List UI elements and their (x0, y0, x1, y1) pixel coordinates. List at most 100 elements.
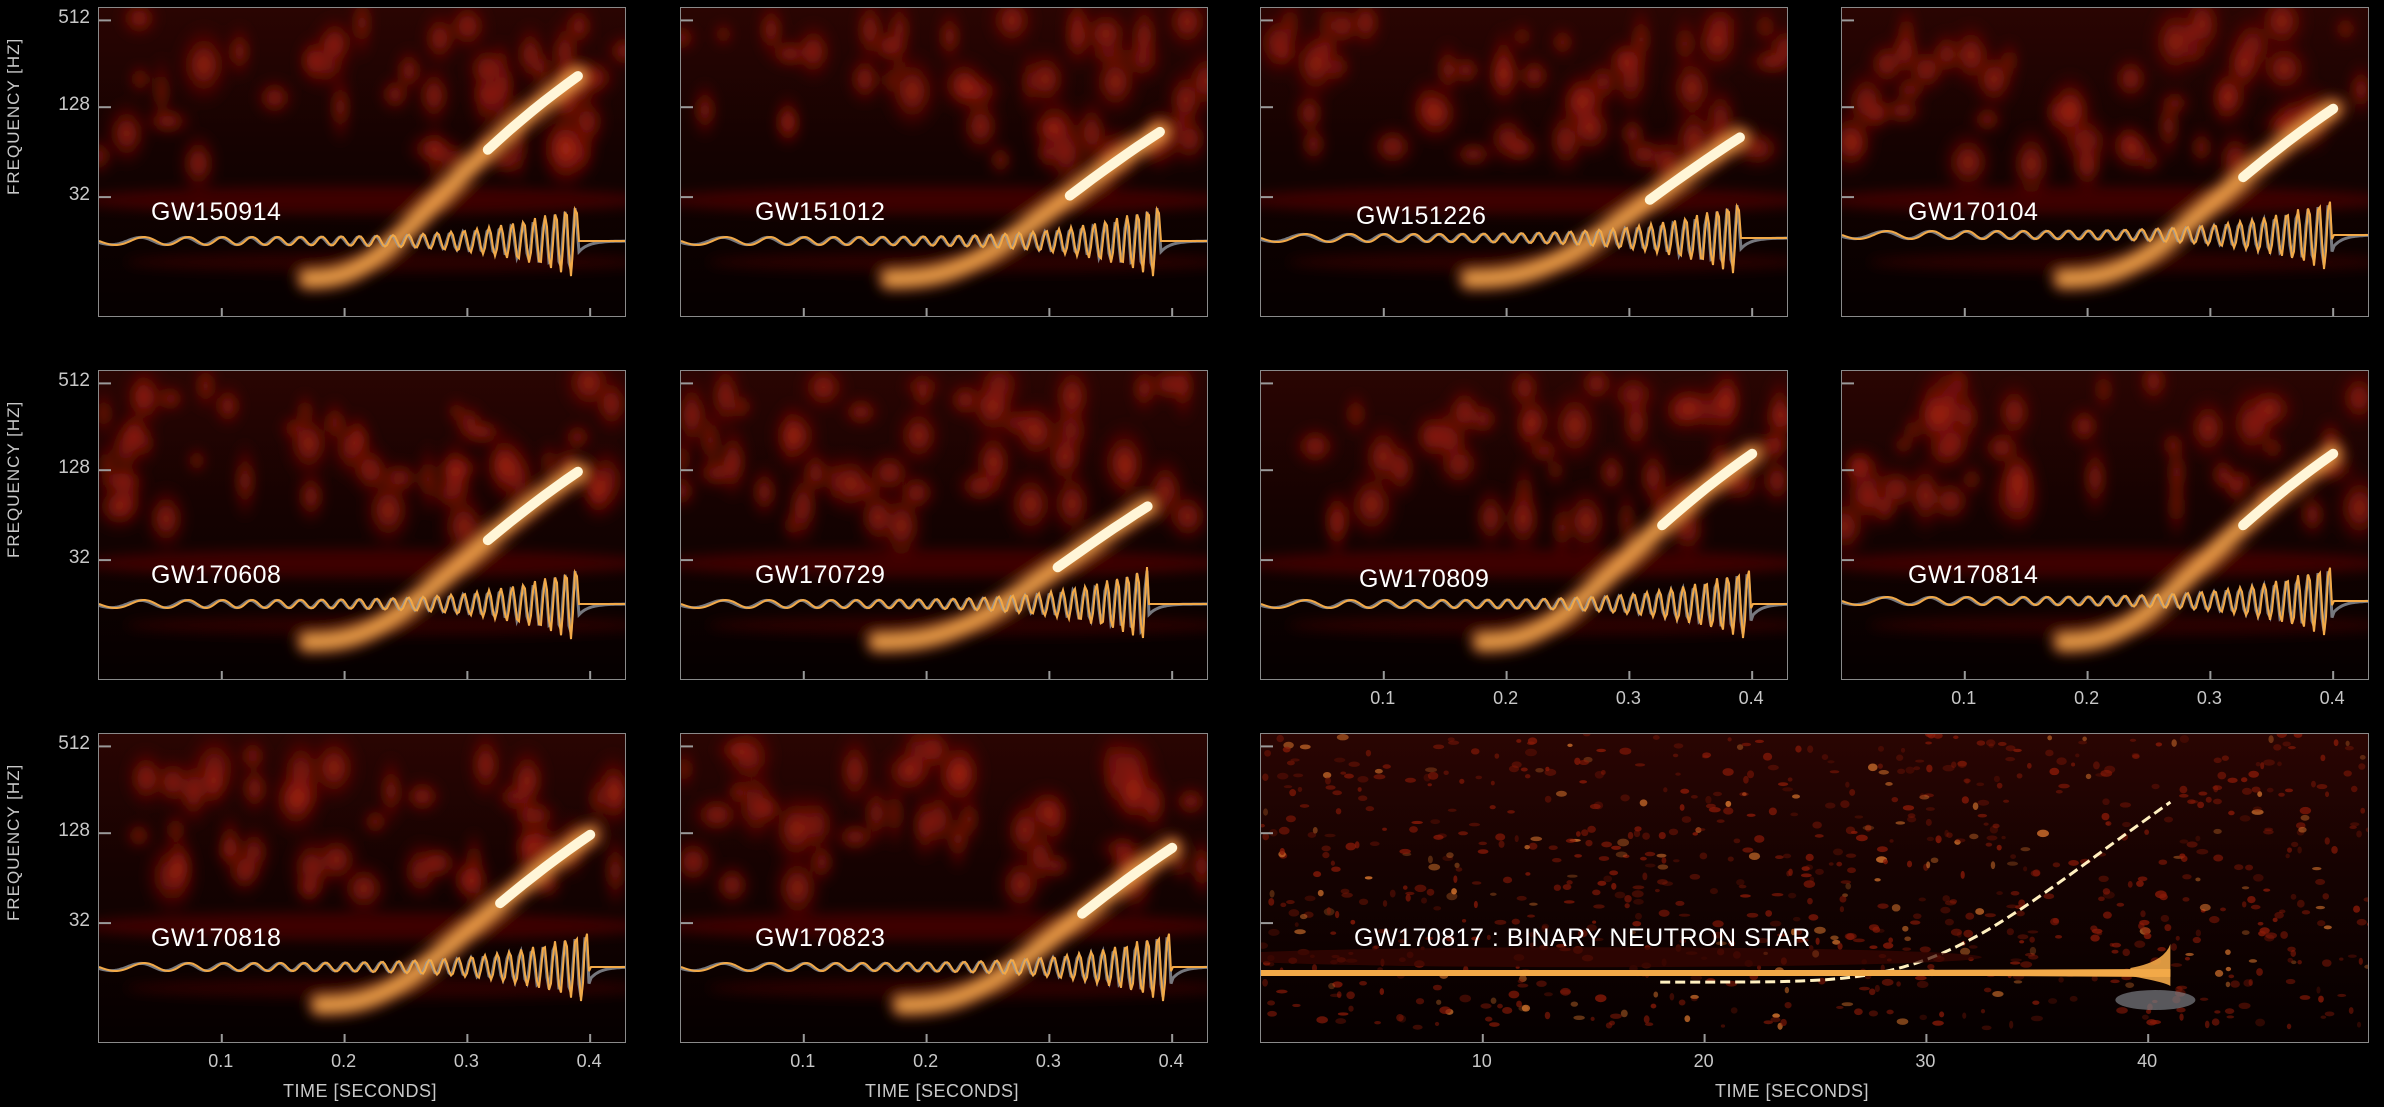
noise-speck (1754, 835, 1765, 843)
noise-speck (2029, 946, 2037, 955)
noise-speck (1959, 947, 1971, 956)
noise-speck (2331, 846, 2338, 854)
noise-blob (1905, 453, 1945, 538)
noise-speck (1702, 752, 1712, 758)
noise-speck (1990, 861, 1996, 870)
noise-speck (1940, 906, 1951, 914)
noise-blob (1095, 419, 1154, 506)
event-label: GW150914 (151, 198, 282, 226)
noise-speck (1730, 1007, 1738, 1014)
noise-speck (2032, 1000, 2040, 1005)
noise-speck (1267, 1010, 1277, 1017)
noise-speck (2358, 763, 2366, 770)
noise-speck (1423, 773, 1431, 782)
noise-speck (1432, 984, 1442, 991)
noise-speck (1926, 861, 1931, 869)
noise-blob (603, 32, 625, 70)
noise-speck (2129, 738, 2137, 742)
noise-speck (1927, 964, 1935, 970)
noise-blob (455, 417, 510, 447)
spectrogram-6 (681, 371, 1207, 679)
event-label: GW170818 (151, 924, 282, 952)
noise-speck (2091, 975, 2098, 982)
x-axis-title: TIME [SECONDS] (865, 1081, 1020, 1101)
noise-blob (165, 809, 186, 851)
noise-speck (1293, 773, 1304, 778)
noise-speck (2030, 1015, 2043, 1022)
noise-speck (1807, 745, 1814, 753)
noise-speck (1426, 888, 1435, 896)
noise-speck (1283, 785, 1293, 789)
noise-speck (2043, 893, 2055, 900)
noise-speck (1364, 876, 1373, 880)
noise-speck (2290, 949, 2297, 957)
noise-speck (1337, 1012, 1349, 1016)
noise-blob (1162, 8, 1207, 54)
noise-speck (1358, 898, 1369, 906)
noise-speck (1996, 891, 2003, 896)
noise-speck (1968, 945, 1978, 949)
noise-blob (124, 821, 153, 850)
noise-blob (1889, 17, 1922, 85)
noise-blob (1741, 46, 1787, 77)
noise-speck (1926, 764, 1933, 773)
noise-speck (1791, 928, 1796, 936)
noise-speck (2220, 907, 2227, 912)
noise-speck (2055, 935, 2063, 939)
noise-speck (2241, 901, 2247, 908)
noise-speck (1829, 770, 1840, 774)
noise-speck (1914, 975, 1927, 981)
x-tick-label: 0.1 (1370, 688, 1396, 708)
noise-speck (1365, 806, 1375, 812)
noise-speck (2163, 816, 2174, 823)
noise-blob (1409, 79, 1465, 147)
noise-speck (2019, 940, 2025, 944)
noise-blob (399, 777, 445, 816)
noise-speck (1727, 737, 1732, 742)
noise-speck (2082, 736, 2087, 742)
x-tick-label: 0.1 (790, 1051, 816, 1071)
noise-speck (2241, 930, 2250, 935)
noise-blob (1666, 49, 1718, 127)
noise-speck (1756, 937, 1769, 944)
noise-speck (2245, 864, 2254, 871)
noise-blob (894, 470, 940, 515)
noise-speck (1442, 855, 1454, 862)
noise-speck (1944, 918, 1954, 926)
noise-speck (1784, 986, 1790, 994)
noise-speck (1520, 767, 1528, 772)
noise-speck (1880, 964, 1885, 972)
noise-speck (1620, 794, 1630, 802)
noise-speck (2241, 787, 2252, 795)
noise-blob (1758, 451, 1787, 510)
noise-speck (1516, 739, 1522, 743)
noise-blob (454, 848, 493, 915)
noise-blob (2240, 381, 2300, 437)
noise-speck (1992, 823, 2000, 829)
noise-speck (1747, 770, 1755, 779)
noise-speck (1425, 936, 1434, 941)
noise-speck (1742, 792, 1747, 796)
noise-speck (1986, 835, 1998, 841)
spectrogram-4 (1842, 8, 2368, 316)
noise-speck (1433, 834, 1444, 840)
noise-speck (1767, 764, 1779, 771)
noise-speck (1961, 796, 1969, 804)
template-waveform (1842, 201, 2368, 270)
noise-speck (2272, 917, 2278, 923)
chirp-peak (482, 466, 583, 546)
noise-speck (2016, 773, 2023, 779)
noise-speck (1502, 876, 1513, 884)
chirp-peak (1052, 501, 1153, 573)
y-tick-label: 128 (58, 820, 90, 842)
noise-speck (1673, 859, 1680, 863)
noise-speck (2264, 827, 2274, 831)
noise-blob (1326, 487, 1348, 564)
noise-speck (1579, 780, 1588, 784)
noise-speck (2146, 1019, 2157, 1026)
noise-speck (1989, 825, 1999, 834)
noise-blob (379, 751, 403, 831)
noise-speck (2069, 995, 2078, 1002)
noise-speck (1963, 929, 1974, 938)
noise-speck (1261, 942, 1268, 949)
